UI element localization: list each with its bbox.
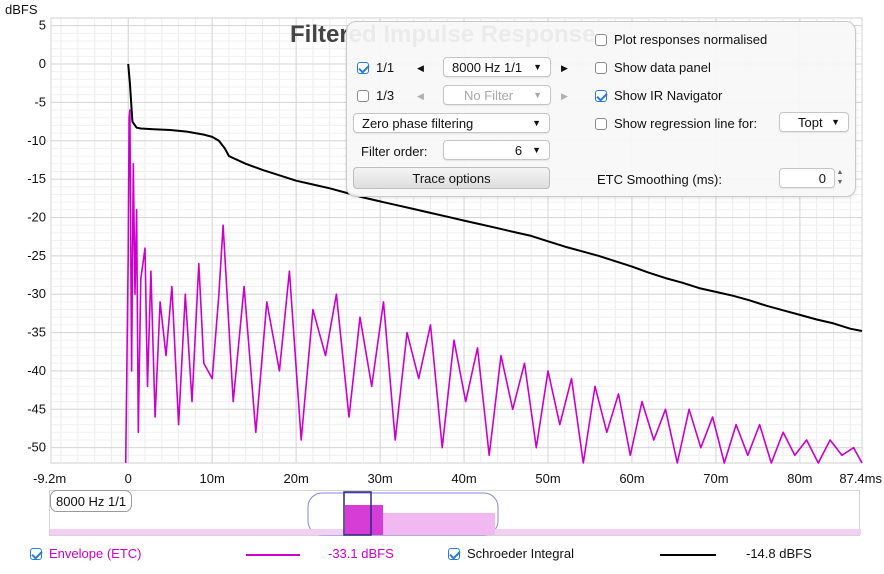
next-third-band-icon[interactable]: ▶: [561, 91, 568, 101]
next-band-icon[interactable]: ▶: [561, 63, 568, 73]
schroeder-value: -14.8 dBFS: [746, 546, 812, 561]
show-data-panel-label: Show data panel: [614, 60, 711, 75]
octave-1-3-label: 1/3: [376, 88, 395, 103]
navigator-selection-box[interactable]: [343, 491, 372, 536]
x-tick-label: 80m: [787, 471, 812, 486]
prev-band-icon[interactable]: ◀: [417, 63, 424, 73]
band-select-value: 8000 Hz 1/1: [452, 59, 523, 75]
third-band-select[interactable]: No Filter ▼: [443, 85, 551, 105]
y-tick-label: -40: [27, 363, 46, 378]
y-tick-label: 0: [39, 56, 46, 71]
y-tick-label: -45: [27, 401, 46, 416]
envelope-checkbox[interactable]: [30, 547, 42, 560]
y-tick-label: -50: [27, 440, 46, 455]
chevron-down-icon: ▼: [533, 62, 542, 72]
plot-normalised-row[interactable]: Plot responses normalised: [595, 32, 767, 47]
y-axis-ticks: 5 0 -5 -10 -15 -20 -25 -30 -35 -40 -45 -50: [27, 18, 46, 455]
legend-schroeder[interactable]: Schroeder Integral: [448, 546, 574, 561]
x-tick-label: 87.4ms: [839, 471, 882, 486]
schroeder-legend-label: Schroeder Integral: [467, 546, 574, 561]
envelope-legend-swatch: [246, 554, 300, 556]
filter-order-label: Filter order:: [361, 144, 428, 159]
etc-smoothing-label: ETC Smoothing (ms):: [597, 172, 722, 187]
navigator-label: 8000 Hz 1/1: [50, 490, 133, 512]
third-band-select-value: No Filter: [464, 87, 514, 103]
envelope-etc-line: [124, 109, 863, 464]
octave-1-1-label: 1/1: [376, 60, 395, 75]
controls-panel: Plot responses normalised 1/1 ◀ 8000 Hz …: [346, 21, 856, 197]
y-tick-label: -30: [27, 286, 46, 301]
series-lines: [124, 63, 863, 464]
y-axis-label: dBFS: [5, 2, 38, 17]
x-tick-label: 10m: [200, 471, 225, 486]
schroeder-legend-swatch: [660, 554, 716, 556]
show-data-panel-checkbox[interactable]: [595, 61, 607, 74]
etc-smoothing-value: 0: [818, 170, 826, 186]
chevron-down-icon: ▼: [831, 117, 840, 127]
x-tick-label: 60m: [619, 471, 644, 486]
navigator-label-text: 8000 Hz 1/1: [56, 493, 127, 509]
show-regression-label: Show regression line for:: [614, 116, 758, 131]
y-tick-label: -25: [27, 248, 46, 263]
show-ir-navigator-checkbox[interactable]: [595, 89, 607, 102]
show-ir-navigator-label: Show IR Navigator: [614, 88, 723, 103]
octave-1-1-checkbox[interactable]: [357, 61, 369, 74]
filter-order-value: 6: [514, 142, 523, 158]
y-tick-label: -15: [27, 171, 46, 186]
filter-mode-select[interactable]: Zero phase filtering ▼: [353, 113, 550, 133]
plot-normalised-label: Plot responses normalised: [614, 32, 768, 47]
filter-order-select[interactable]: 6 ▼: [443, 140, 550, 160]
etc-smoothing-stepper[interactable]: ▲ ▼: [833, 168, 847, 188]
x-tick-label: 0: [125, 471, 132, 486]
show-data-panel-row[interactable]: Show data panel: [595, 60, 711, 75]
octave-1-3-checkbox[interactable]: [357, 89, 369, 102]
etc-smoothing-input[interactable]: 0: [779, 168, 835, 188]
y-tick-label: -10: [27, 133, 46, 148]
legend-envelope[interactable]: Envelope (ETC): [30, 546, 141, 561]
y-tick-label: -20: [27, 209, 46, 224]
navigator-overview: [50, 491, 861, 536]
chevron-down-icon: ▼: [532, 118, 541, 128]
plot-normalised-checkbox[interactable]: [595, 33, 607, 46]
show-regression-row[interactable]: Show regression line for:: [595, 116, 757, 131]
x-tick-label: -9.2m: [33, 471, 66, 486]
stepper-down-icon[interactable]: ▼: [836, 179, 844, 186]
x-tick-label: 70m: [703, 471, 728, 486]
x-tick-label: 50m: [535, 471, 560, 486]
regression-select-value: Topt: [798, 114, 823, 130]
show-regression-checkbox[interactable]: [595, 117, 607, 130]
stepper-up-icon[interactable]: ▲: [836, 169, 844, 176]
schroeder-checkbox[interactable]: [448, 547, 460, 560]
show-ir-navigator-row[interactable]: Show IR Navigator: [595, 88, 722, 103]
chevron-down-icon: ▼: [533, 90, 542, 100]
x-tick-label: 40m: [451, 471, 476, 486]
filter-mode-value: Zero phase filtering: [362, 115, 474, 131]
x-tick-label: 20m: [283, 471, 308, 486]
trace-options-label: Trace options: [412, 170, 491, 186]
y-tick-label: -5: [34, 94, 46, 109]
envelope-value: -33.1 dBFS: [328, 546, 394, 561]
navigator-main-envelope: [345, 505, 383, 535]
band-select[interactable]: 8000 Hz 1/1 ▼: [443, 57, 551, 77]
chevron-down-icon: ▼: [532, 145, 541, 155]
schroeder-integral-line: [127, 63, 863, 332]
envelope-legend-label: Envelope (ETC): [49, 546, 142, 561]
prev-third-band-icon[interactable]: ◀: [417, 91, 424, 101]
octave-1-3-row[interactable]: 1/3: [357, 88, 394, 103]
y-tick-label: 5: [39, 18, 46, 33]
trace-options-button[interactable]: Trace options: [353, 167, 550, 189]
x-tick-label: 30m: [367, 471, 392, 486]
y-tick-label: -35: [27, 325, 46, 340]
x-axis-ticks: -9.2m 0 10m 20m 30m 40m 50m 60m 70m 80m 87.4ms: [33, 471, 882, 486]
regression-select[interactable]: Topt ▼: [779, 112, 849, 132]
octave-1-1-row[interactable]: 1/1: [357, 60, 394, 75]
ir-navigator[interactable]: [49, 490, 861, 536]
